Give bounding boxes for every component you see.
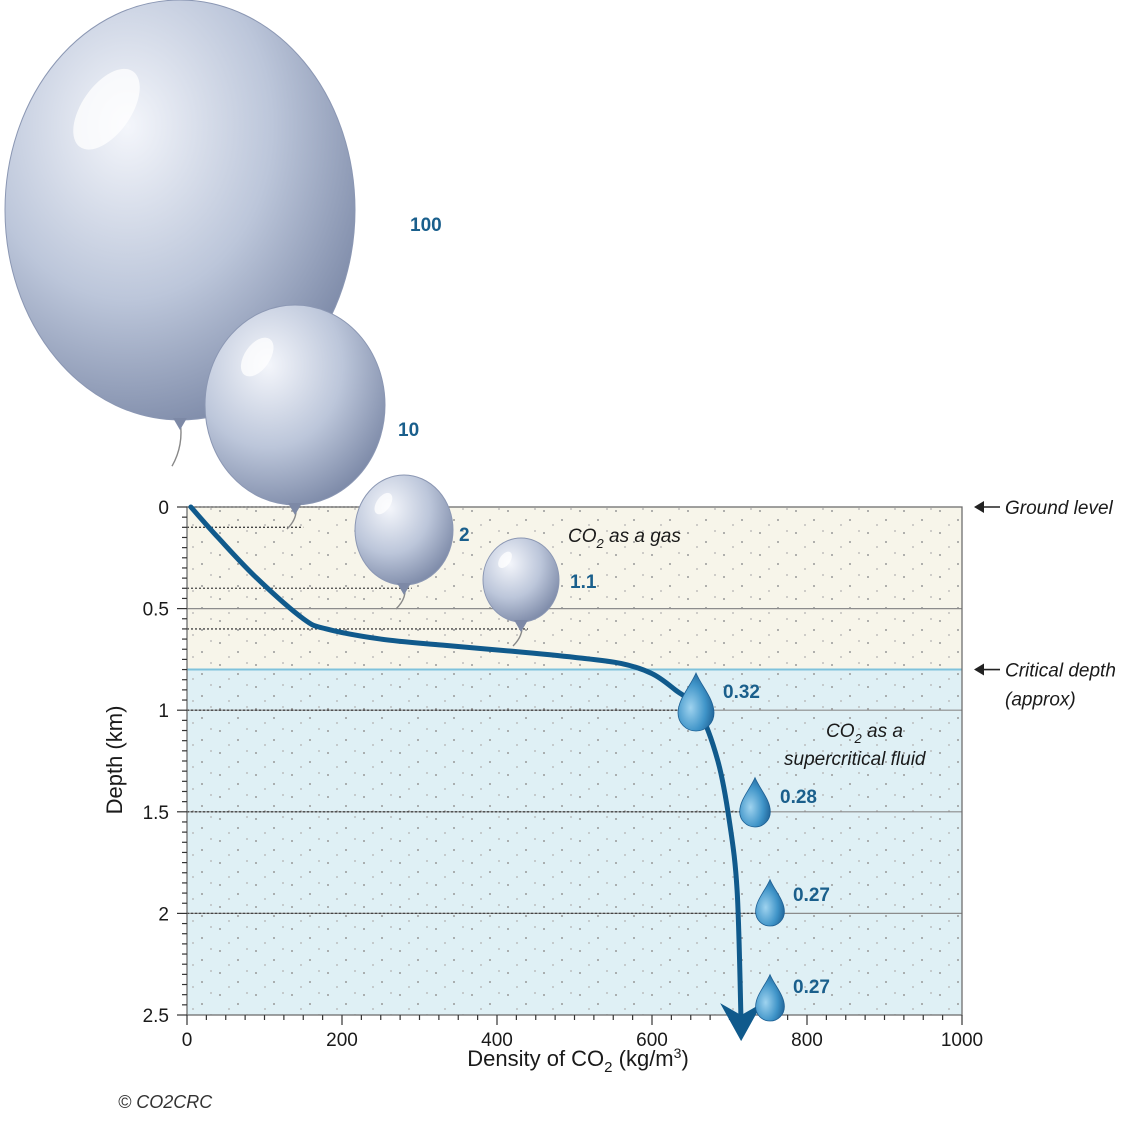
- droplet-body: [755, 878, 785, 927]
- balloon-knot: [288, 503, 302, 515]
- y-axis-title: Depth (km): [102, 706, 127, 815]
- balloon-volume-label: 2: [459, 525, 470, 546]
- balloon-highlight: [240, 337, 274, 377]
- x-tick-label: 600: [636, 1030, 668, 1051]
- balloon-markers: 100 10 2 1.1: [4, 0, 597, 647]
- critical-arrow-head: [974, 663, 984, 676]
- grid-lines: [187, 506, 962, 915]
- balloon-highlight: [498, 551, 512, 569]
- curve-arrowhead: [720, 1003, 763, 1042]
- copyright-text: © CO2CRC: [118, 1092, 213, 1112]
- droplet-volume-label: 0.32: [723, 682, 760, 703]
- balloon: 2: [354, 474, 470, 610]
- droplet: 0.28: [739, 776, 817, 828]
- balloon-knot: [514, 620, 528, 632]
- density-curve: [188, 504, 763, 1042]
- balloon-body: [482, 537, 560, 623]
- droplet: 0.27: [755, 878, 830, 927]
- droplet: 0.32: [677, 671, 760, 732]
- ground-arrow-head: [974, 501, 984, 513]
- x-tick-label: 0: [182, 1030, 193, 1051]
- balloon-volume-label: 100: [410, 215, 442, 236]
- y-tick-label: 2: [158, 904, 169, 925]
- y-tick-label: 1: [158, 701, 169, 722]
- ground-level-label: Ground level: [1005, 498, 1114, 519]
- critical-depth-label-2: (approx): [1005, 690, 1076, 711]
- fluid-zone-label-2: supercritical fluid: [784, 749, 927, 770]
- droplet-markers: 0.32 0.28 0.27 0.27: [677, 671, 830, 1022]
- critical-depth-label: Critical depth: [1005, 661, 1116, 682]
- annotations: CO2 as a gas CO2 as a supercritical fluid G…: [568, 498, 1116, 770]
- y-tick-label: 1.5: [143, 803, 169, 824]
- sediment-texture: [187, 507, 962, 1015]
- balloon-body: [204, 304, 386, 506]
- x-tick-label: 200: [326, 1030, 358, 1051]
- droplet-volume-label: 0.27: [793, 977, 830, 998]
- balloon-knot: [397, 583, 411, 595]
- droplet: 0.27: [755, 973, 830, 1022]
- droplet-body: [755, 973, 785, 1022]
- balloon-volume-label: 10: [398, 420, 419, 441]
- balloon: 1.1: [482, 537, 597, 647]
- y-tick-label: 2.5: [143, 1006, 169, 1027]
- droplet-volume-label: 0.27: [793, 885, 830, 906]
- balloon: 10: [204, 304, 419, 530]
- y-tick-label: 0: [158, 498, 169, 519]
- droplet-body: [677, 671, 715, 732]
- balloon-body: [354, 474, 454, 586]
- x-tick-label: 400: [481, 1030, 513, 1051]
- fluid-zone-label: CO2 as a: [826, 721, 903, 746]
- x-tick-label: 800: [791, 1030, 823, 1051]
- y-tick-label: 0.5: [143, 600, 169, 621]
- droplet-volume-label: 0.28: [780, 787, 817, 808]
- droplet-body: [739, 776, 771, 828]
- balloon-highlight: [374, 492, 393, 515]
- x-tick-label: 1000: [941, 1030, 983, 1051]
- axis-ticks: 0 0.5 1 1.5 2 2.5 0 200 400 600 800 1000: [143, 498, 984, 1051]
- balloon-highlight: [73, 68, 140, 150]
- balloon-knot: [173, 418, 187, 430]
- x-axis-title: Density of CO2 (kg/m3): [467, 1045, 689, 1076]
- gas-zone-label: CO2 as a gas: [568, 526, 681, 551]
- balloon-volume-label: 1.1: [570, 572, 597, 593]
- density-line: [188, 504, 744, 1028]
